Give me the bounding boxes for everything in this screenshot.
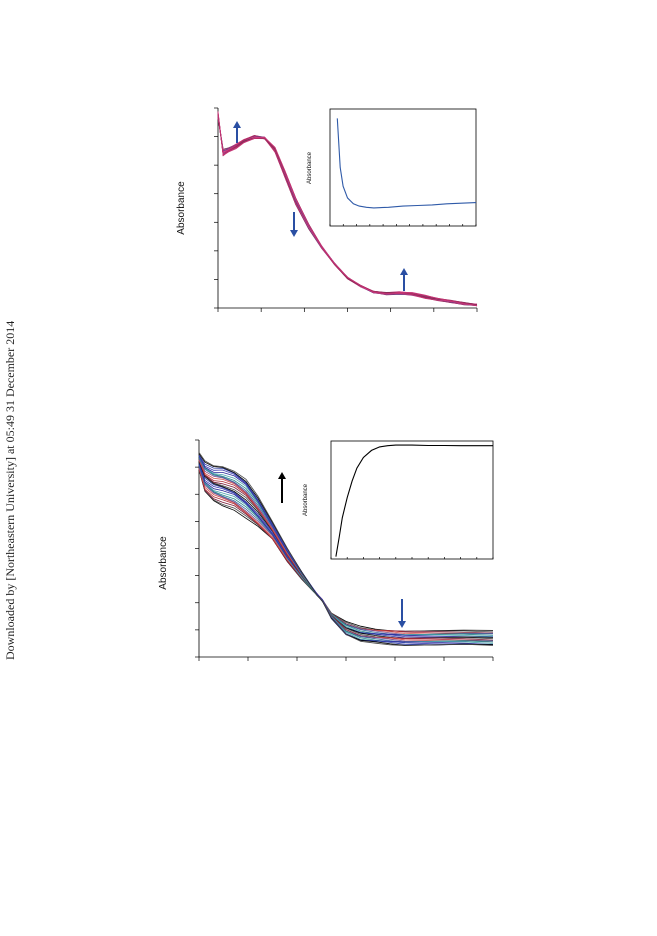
bottom-inset-plot: Absorbance xyxy=(303,440,494,560)
download-watermark: Downloaded by [Northeastern University] … xyxy=(3,321,17,660)
bottom-inset-frame xyxy=(330,440,494,560)
bottom-main-ylabel: Absorbance xyxy=(158,536,169,590)
top-main-plot: Absorbance xyxy=(176,107,478,312)
up-arrow-icon-head xyxy=(233,121,241,128)
down-arrow-icon-head xyxy=(398,621,406,628)
bottom-inset-series-line xyxy=(335,444,493,557)
top-inset-series-line xyxy=(336,118,477,209)
up-arrow-icon-head xyxy=(278,472,286,479)
top-inset-ylabel: Absorbance xyxy=(307,151,313,184)
top-inset-frame xyxy=(329,108,477,227)
top-main-series-line xyxy=(217,111,478,306)
top-inset-plot: Absorbance xyxy=(307,108,477,227)
down-arrow-icon-head xyxy=(290,230,298,237)
top-main-ylabel: Absorbance xyxy=(176,181,187,235)
bottom-main-series-line xyxy=(198,454,494,646)
bottom-main-series-line xyxy=(198,452,494,647)
bottom-inset-ylabel: Absorbance xyxy=(303,483,309,516)
bottom-main-plot: Absorbance xyxy=(158,439,494,661)
up-arrow-icon-head xyxy=(400,268,408,275)
